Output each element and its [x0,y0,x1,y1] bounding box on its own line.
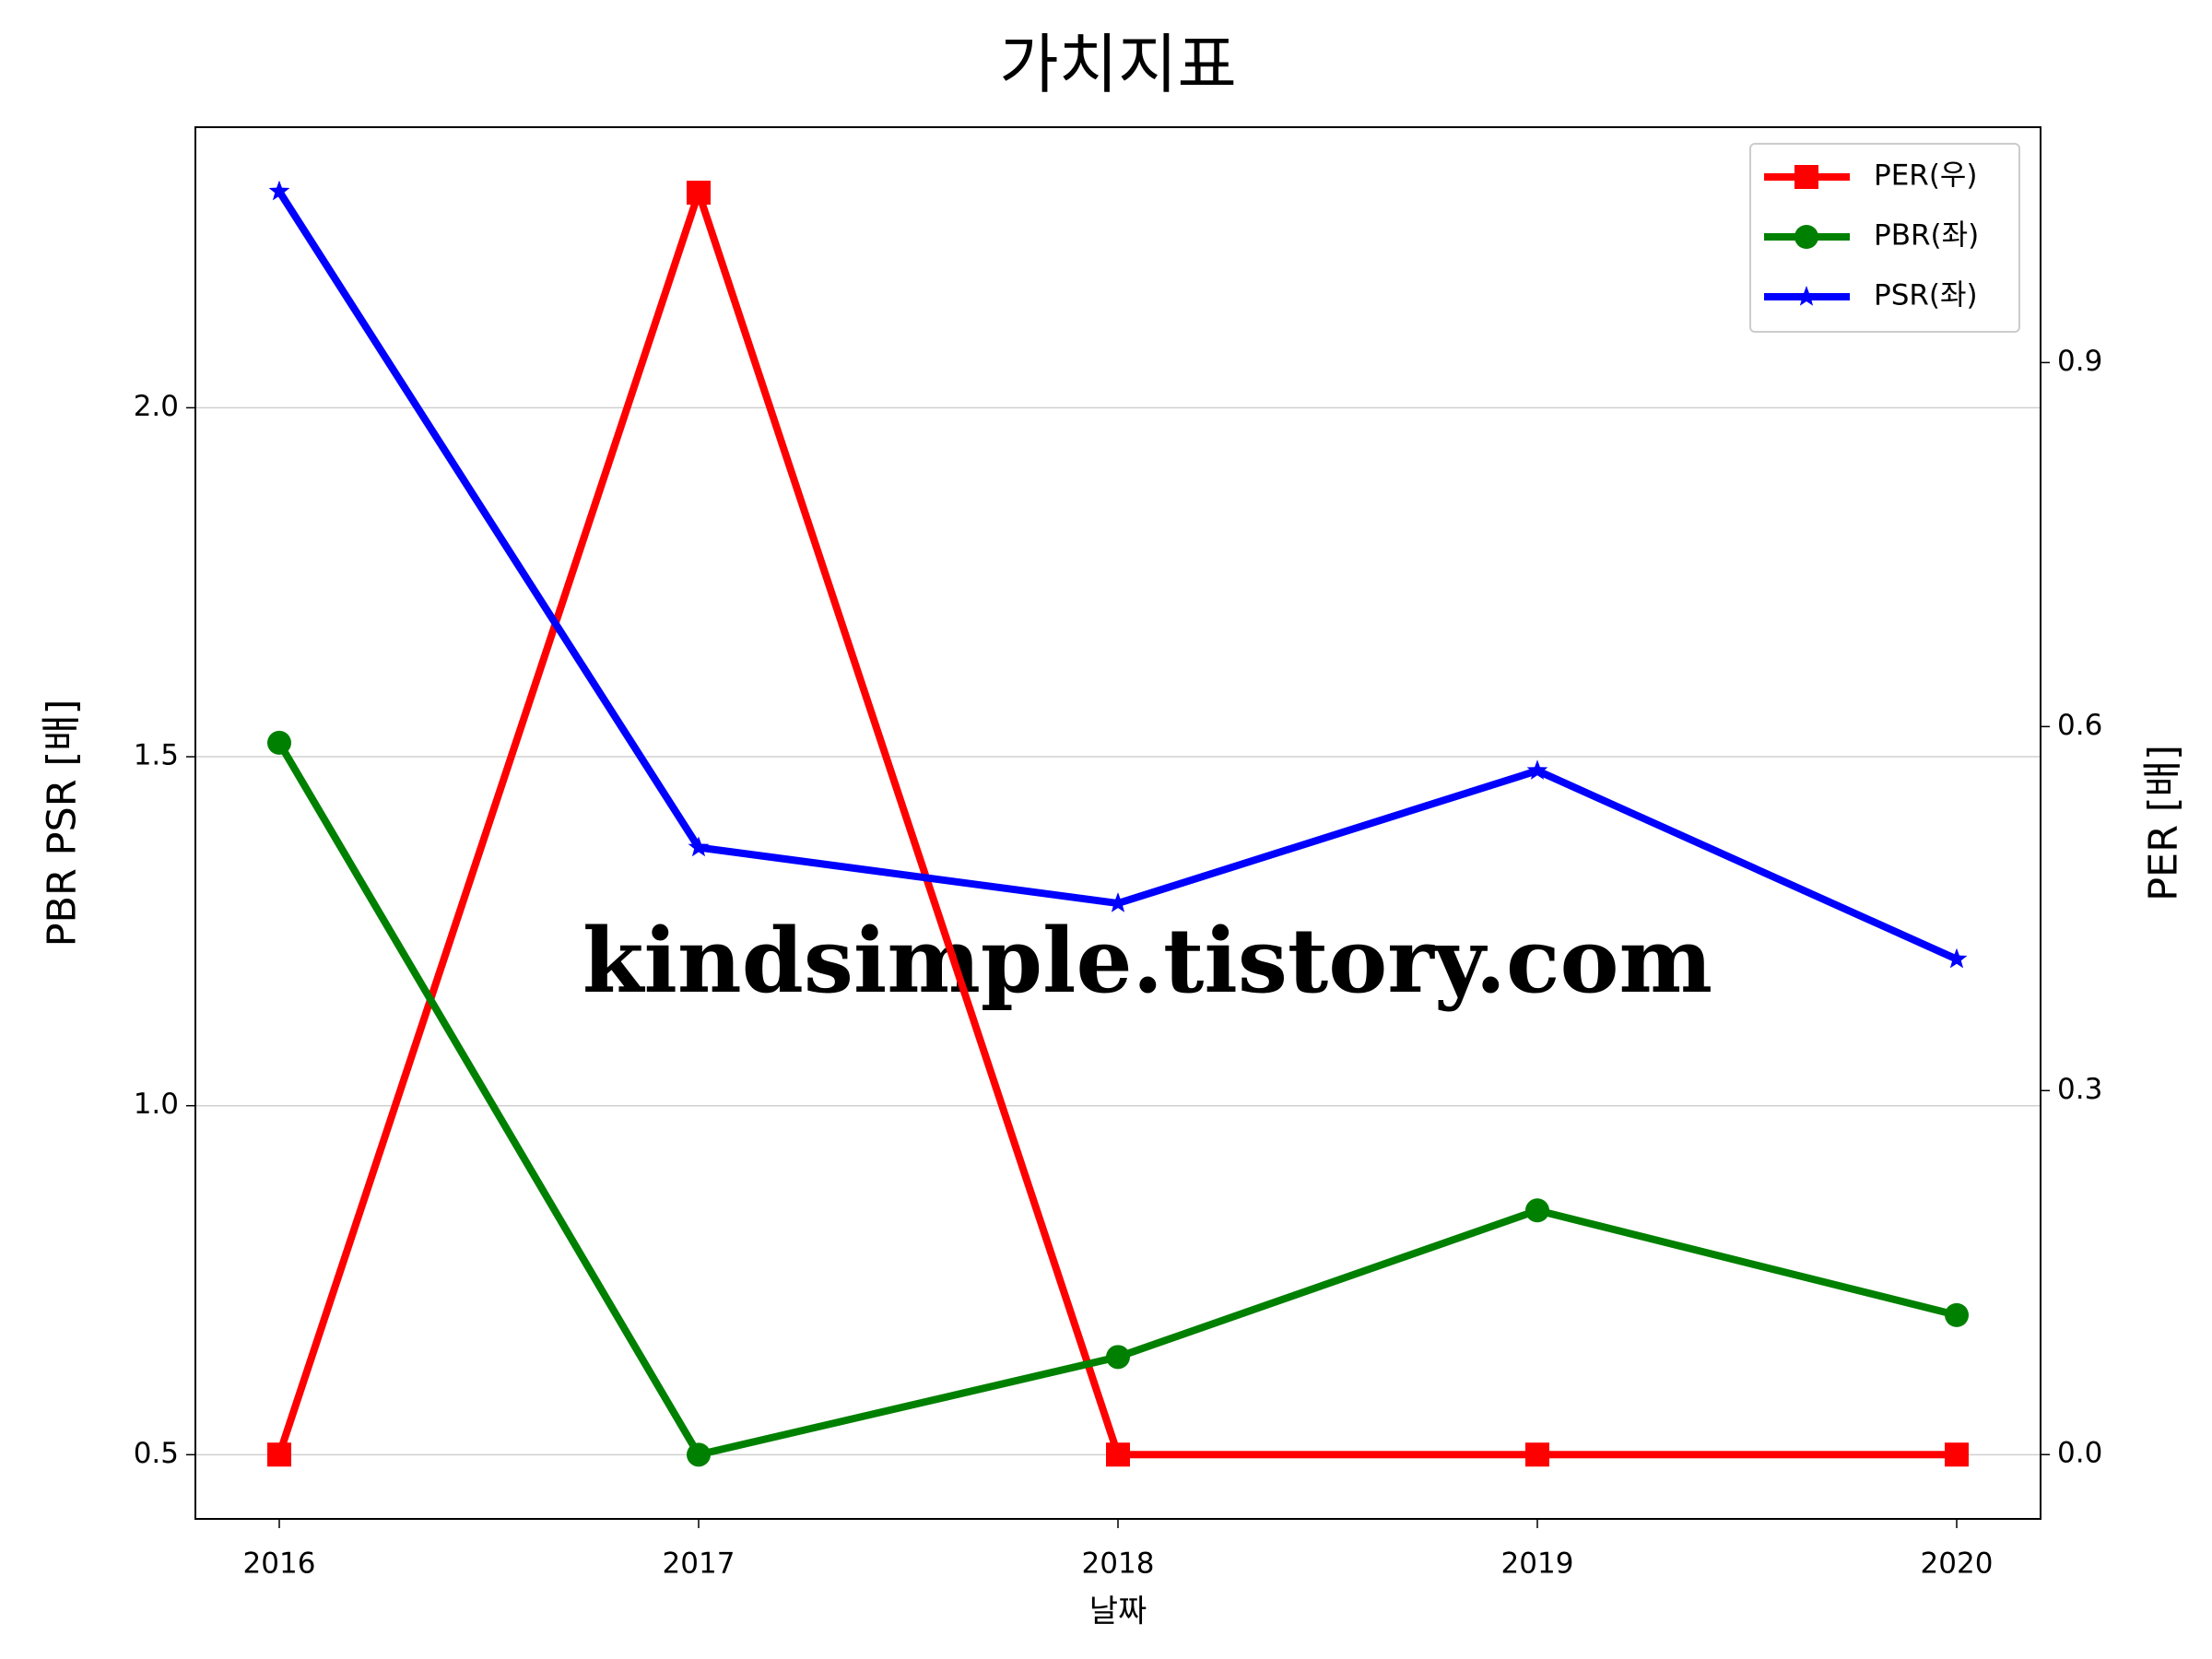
x-tick-label: 2020 [1921,1547,1994,1581]
marker [1106,1345,1130,1370]
marker [688,836,710,857]
marker [268,180,290,201]
legend-marker [1794,225,1818,249]
marker [1525,1442,1549,1467]
marker [1106,1442,1130,1467]
marker [1526,759,1548,780]
y-tick-label: 1.0 [134,1088,179,1121]
marker [1525,1198,1549,1223]
y-axis-label: PBR PSR [배] [40,700,86,947]
y2-tick-label: 0.3 [2057,1073,2102,1106]
x-axis-label: 날짜 [1089,1594,1147,1630]
legend: PER(우) PBR(좌) PSR(좌) [1749,143,2020,333]
marker [687,181,711,206]
y-tick-label: 1.5 [134,739,179,772]
x-tick-label: 2018 [1082,1547,1155,1581]
marker [1107,892,1129,912]
marker [1945,1442,1969,1467]
chart-title: 가치지표 [999,27,1237,102]
y2-tick-label: 0.9 [2057,345,2102,378]
y2-tick-label: 0.0 [2057,1437,2102,1470]
legend-label: PBR(좌) [1874,219,1979,253]
y2-axis-label: PER [배] [2141,745,2187,901]
legend-marker [1794,165,1818,189]
marker [267,1442,291,1467]
x-tick-label: 2017 [663,1547,735,1581]
legend-label: PER(우) [1874,159,1978,193]
x-tick-label: 2019 [1501,1547,1574,1581]
plot-frame [194,126,2041,1520]
legend-label: PSR(좌) [1874,279,1978,312]
x-tick-label: 2016 [243,1547,316,1581]
y2-tick-label: 0.6 [2057,709,2102,742]
marker [267,730,291,755]
legend-marker [1795,286,1818,306]
watermark: kindsimple.tistory.com [582,909,1712,1013]
marker [1945,1302,1969,1327]
y-tick-label: 0.5 [134,1437,179,1470]
marker [1946,947,1968,969]
legend-frame [1749,143,2020,333]
y-tick-label: 2.0 [134,390,179,423]
marker [687,1442,711,1467]
